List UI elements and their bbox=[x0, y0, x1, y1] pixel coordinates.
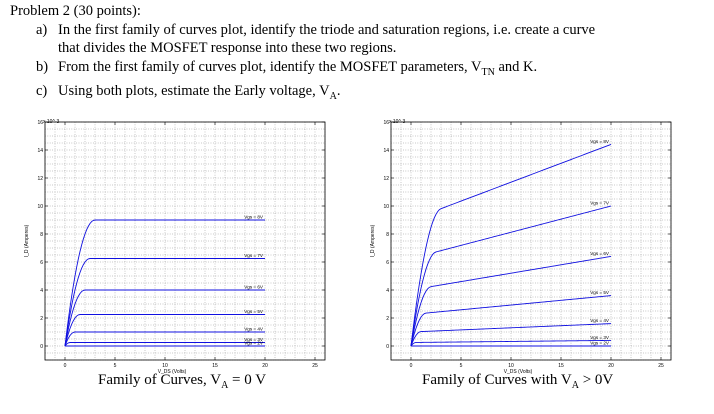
series-label: Vgs = 5V bbox=[244, 309, 264, 314]
x-tick-label: 25 bbox=[312, 363, 318, 369]
y-tick-label: 4 bbox=[386, 288, 389, 294]
y-tick-label: 8 bbox=[40, 232, 43, 238]
item-text-tail: . bbox=[336, 82, 341, 99]
series-curve bbox=[410, 323, 612, 347]
series-curve bbox=[410, 205, 612, 347]
caption-text: Family of Curves with V bbox=[422, 372, 572, 388]
y-axis-label: I_D (Amperes) bbox=[370, 224, 376, 257]
series-label: Vgs = 6V bbox=[244, 285, 264, 290]
series-label: Vgs = 7V bbox=[590, 201, 610, 206]
y-exponent-label: x 10^-3 bbox=[43, 119, 59, 125]
chart-va-positive: 0 5 10 15 20 25 0 2 4 6 8 10 12 14 16 x 10^-3 V_DS (Volt… bbox=[366, 116, 686, 374]
problem-statement: Problem 2 (30 points): a) In the first f… bbox=[10, 2, 710, 106]
x-tick-label: 20 bbox=[262, 363, 268, 369]
caption-tail: > 0V bbox=[578, 372, 614, 388]
y-axis-label: I_D (Amperes) bbox=[24, 224, 30, 257]
y-exponent-label: x 10^-3 bbox=[389, 119, 405, 125]
series-curve bbox=[410, 143, 612, 347]
item-text-cont: that divides the MOSFET response into th… bbox=[58, 40, 397, 56]
problem-title: Problem 2 (30 points): bbox=[10, 3, 141, 19]
series-label: Vgs = 3V bbox=[590, 335, 610, 340]
x-tick-label: 10 bbox=[508, 363, 514, 369]
x-tick-label: 15 bbox=[558, 363, 564, 369]
problem-items: a) In the first family of curves plot, i… bbox=[10, 21, 710, 107]
item-text: In the first family of curves plot, iden… bbox=[58, 21, 596, 38]
series-label: Vgs = 4V bbox=[590, 318, 610, 323]
series-curve bbox=[64, 331, 265, 347]
caption-tail: = 0 V bbox=[228, 372, 267, 388]
y-tick-label: 8 bbox=[386, 232, 389, 238]
x-tick-label: 0 bbox=[410, 363, 413, 369]
problem-item-a: a) In the first family of curves plot, i… bbox=[10, 21, 710, 58]
problem-item-c: c) Using both plots, estimate the Early … bbox=[10, 82, 710, 106]
y-tick-label: 12 bbox=[383, 176, 389, 182]
series-label: Vgs = 5V bbox=[590, 290, 610, 295]
item-label: a) bbox=[36, 21, 48, 38]
y-tick-label: 16 bbox=[383, 120, 389, 126]
series-curve bbox=[64, 314, 265, 347]
item-subscript: TN bbox=[481, 66, 495, 78]
y-tick-label: 0 bbox=[40, 344, 43, 350]
series-label: Vgs = 8V bbox=[590, 139, 610, 144]
y-tick-label: 4 bbox=[40, 288, 43, 294]
item-text: Using both plots, estimate the Early vol… bbox=[58, 82, 330, 99]
series-curve bbox=[64, 219, 265, 347]
series-curve bbox=[64, 258, 265, 347]
x-tick-label: 5 bbox=[114, 363, 117, 369]
y-tick-label: 10 bbox=[37, 204, 43, 210]
series-label: Vgs = 6V bbox=[590, 251, 610, 256]
y-tick-label: 14 bbox=[383, 148, 389, 154]
item-text-tail: and K. bbox=[494, 58, 538, 75]
series-curve bbox=[410, 295, 612, 347]
chart-va-positive-svg: 0 5 10 15 20 25 0 2 4 6 8 10 12 14 16 x 10^-3 V_DS (Volt… bbox=[370, 119, 672, 374]
x-axis-label: V_DS (Volts) bbox=[158, 369, 187, 374]
y-tick-label: 6 bbox=[40, 260, 43, 266]
series-label: Vgs = 3V bbox=[244, 337, 264, 342]
series-curve bbox=[64, 289, 265, 347]
item-label: b) bbox=[36, 58, 49, 75]
x-tick-label: 10 bbox=[162, 363, 168, 369]
y-tick-label: 6 bbox=[386, 260, 389, 266]
caption-subscript: A bbox=[571, 380, 579, 391]
plot-frame bbox=[390, 121, 672, 361]
y-tick-label: 12 bbox=[37, 176, 43, 182]
caption-text: Family of Curves, V bbox=[98, 372, 222, 388]
item-subscript: A bbox=[329, 90, 337, 102]
series-label: Vgs = 2V bbox=[244, 341, 264, 346]
series-label: Vgs = 8V bbox=[244, 215, 264, 220]
y-tick-label: 10 bbox=[383, 204, 389, 210]
item-label: c) bbox=[36, 82, 48, 99]
series-label: Vgs = 7V bbox=[244, 253, 264, 258]
y-tick-label: 16 bbox=[37, 120, 43, 126]
y-tick-label: 14 bbox=[37, 148, 43, 154]
series-curve bbox=[64, 342, 265, 347]
item-text: From the first family of curves plot, id… bbox=[58, 58, 482, 75]
y-tick-label: 2 bbox=[386, 316, 389, 322]
caption-subscript: A bbox=[221, 380, 229, 391]
series-curve bbox=[410, 255, 612, 347]
y-tick-label: 0 bbox=[386, 344, 389, 350]
problem-item-b: b) From the first family of curves plot,… bbox=[10, 58, 710, 82]
caption-va-positive: Family of Curves with VA > 0V bbox=[422, 372, 613, 391]
x-tick-label: 15 bbox=[212, 363, 218, 369]
x-tick-label: 25 bbox=[658, 363, 664, 369]
caption-va-zero: Family of Curves, VA = 0 V bbox=[98, 372, 266, 391]
x-tick-label: 20 bbox=[608, 363, 614, 369]
chart-va-zero: 0 5 10 15 20 25 0 2 4 6 8 10 12 14 16 x 10^-3 V_DS (Volt… bbox=[20, 116, 340, 374]
x-axis-label: V_DS (Volts) bbox=[504, 369, 533, 374]
chart-va-zero-svg: 0 5 10 15 20 25 0 2 4 6 8 10 12 14 16 x 10^-3 V_DS (Volt… bbox=[24, 119, 326, 374]
x-tick-label: 5 bbox=[460, 363, 463, 369]
series-label: Vgs = 2V bbox=[590, 341, 610, 346]
series-label: Vgs = 4V bbox=[244, 327, 264, 332]
plot-frame bbox=[44, 121, 326, 361]
series-curve bbox=[410, 339, 612, 347]
y-tick-label: 2 bbox=[40, 316, 43, 322]
x-tick-label: 0 bbox=[64, 363, 67, 369]
